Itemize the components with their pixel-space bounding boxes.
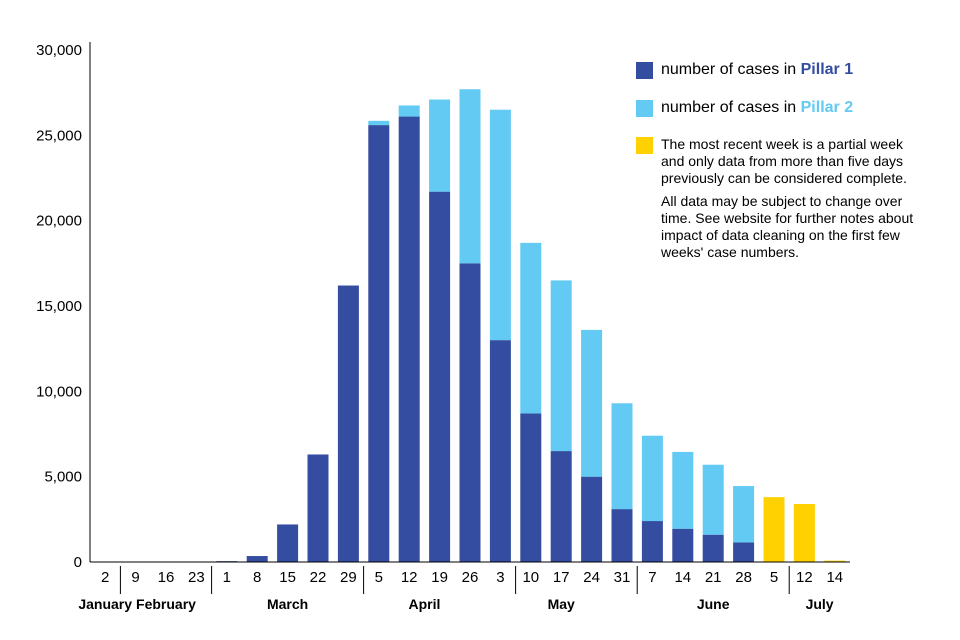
y-tick-label: 10,000 <box>36 383 82 400</box>
x-tick-label: 8 <box>253 569 261 586</box>
pillar1-swatch <box>636 62 653 79</box>
x-tick-label: 5 <box>375 569 383 586</box>
x-tick-label: 28 <box>735 569 752 586</box>
bar-pillar-1-19 <box>672 528 694 562</box>
y-tick-label: 30,000 <box>36 42 82 59</box>
month-label-january: January <box>78 596 132 612</box>
x-tick-label: 7 <box>648 569 656 586</box>
x-tick-label: 2 <box>101 569 109 586</box>
x-tick-label: 14 <box>674 569 691 586</box>
x-tick-label: 5 <box>770 569 778 586</box>
bar-pillar-2-11 <box>429 99 451 192</box>
bar-pillar-2-18 <box>641 435 663 522</box>
bar-pillar-1-17 <box>611 509 633 562</box>
month-label-april: April <box>408 596 440 612</box>
legend-pillar1-prefix: number of cases in <box>661 61 801 78</box>
x-tick-label: 24 <box>583 569 600 586</box>
y-axis: 0 5,000 10,000 15,000 20,000 25,000 30,000 <box>36 42 91 571</box>
x-tick-label: 21 <box>705 569 722 586</box>
bar-pillar-1-14 <box>520 413 542 562</box>
x-tick-label: 22 <box>310 569 327 586</box>
legend-pillar2-prefix: number of cases in <box>661 99 801 116</box>
month-label-july: July <box>806 596 834 612</box>
x-tick-label: 19 <box>431 569 448 586</box>
legend-item-partial: The most recent week is a partial week a… <box>636 136 936 261</box>
x-tick-label: 12 <box>796 569 813 586</box>
x-tick-label: 14 <box>826 569 843 586</box>
legend-item-pillar2: number of cases in Pillar 2 <box>636 98 936 118</box>
bar-pillar-2-20 <box>702 464 724 535</box>
y-tick-label: 5,000 <box>44 469 82 486</box>
bar-pillar-2-12 <box>459 89 481 264</box>
bar-pillar-1-7 <box>307 454 329 562</box>
legend-label-pillar2: number of cases in Pillar 2 <box>661 98 853 118</box>
bars <box>216 89 846 563</box>
month-label-may: May <box>548 596 575 612</box>
y-tick-label: 20,000 <box>36 213 82 230</box>
x-tick-label: 3 <box>496 569 504 586</box>
bar-pillar-2-10 <box>398 105 420 117</box>
x-tick-label: 26 <box>462 569 479 586</box>
bar-pillar-1-18 <box>641 521 663 562</box>
bar-pillar-1-16 <box>581 476 603 562</box>
month-label-march: March <box>267 596 308 612</box>
bar-pillar-2-21 <box>733 486 755 543</box>
bar-pillar-1-13 <box>489 340 511 562</box>
bar-pillar-2-14 <box>520 242 542 414</box>
bar-pillar-1-12 <box>459 263 481 562</box>
x-tick-label: 16 <box>158 569 175 586</box>
month-label-june: June <box>697 596 730 612</box>
x-tick-label: 10 <box>522 569 539 586</box>
bar-pillar-1-11 <box>429 191 451 563</box>
bar-partial-week-22 <box>763 497 785 562</box>
y-tick-label: 0 <box>74 554 82 571</box>
bar-pillar-2-19 <box>672 451 694 529</box>
data-change-note: All data may be subject to change over t… <box>661 193 914 260</box>
x-tick-label: 23 <box>188 569 205 586</box>
x-tick-label: 9 <box>131 569 139 586</box>
y-tick-label: 25,000 <box>36 127 82 144</box>
x-tick-label: 31 <box>614 569 631 586</box>
x-tick-label: 17 <box>553 569 570 586</box>
legend-item-pillar1: number of cases in Pillar 1 <box>636 60 936 80</box>
bar-pillar-1-21 <box>733 542 755 562</box>
legend: number of cases in Pillar 1 number of ca… <box>636 60 936 261</box>
legend-pillar2-name: Pillar 2 <box>800 99 854 116</box>
x-tick-label: 1 <box>223 569 231 586</box>
pillar2-swatch <box>636 100 653 117</box>
bar-pillar-1-9 <box>368 125 390 563</box>
partial-week-swatch <box>636 137 653 154</box>
bar-pillar-1-20 <box>702 534 724 562</box>
bar-pillar-2-9 <box>368 120 390 126</box>
x-tick-label: 29 <box>340 569 357 586</box>
y-tick-label: 15,000 <box>36 298 82 315</box>
bar-partial-week-24 <box>824 560 846 562</box>
bar-pillar-2-16 <box>581 329 603 477</box>
bar-pillar-1-5 <box>246 556 268 562</box>
bar-pillar-1-6 <box>277 524 299 562</box>
partial-week-note: The most recent week is a partial week a… <box>661 136 907 186</box>
bar-pillar-2-13 <box>489 109 511 341</box>
bar-pillar-1-15 <box>550 451 572 562</box>
legend-label-pillar1: number of cases in Pillar 1 <box>661 60 853 80</box>
bar-pillar-1-10 <box>398 116 420 562</box>
month-label-february: February <box>136 596 196 612</box>
bar-pillar-2-15 <box>550 280 572 452</box>
bar-pillar-1-8 <box>337 285 359 562</box>
x-tick-label: 15 <box>279 569 296 586</box>
x-tick-label: 12 <box>401 569 418 586</box>
legend-pillar1-name: Pillar 1 <box>800 61 854 78</box>
bar-pillar-2-17 <box>611 403 633 510</box>
bar-partial-week-23 <box>793 503 815 562</box>
x-axis: 2 9 16 23 1 8 15 22 29 5 12 19 26 3 10 17 24 31 7 14 21 28 5 12… <box>78 561 850 612</box>
